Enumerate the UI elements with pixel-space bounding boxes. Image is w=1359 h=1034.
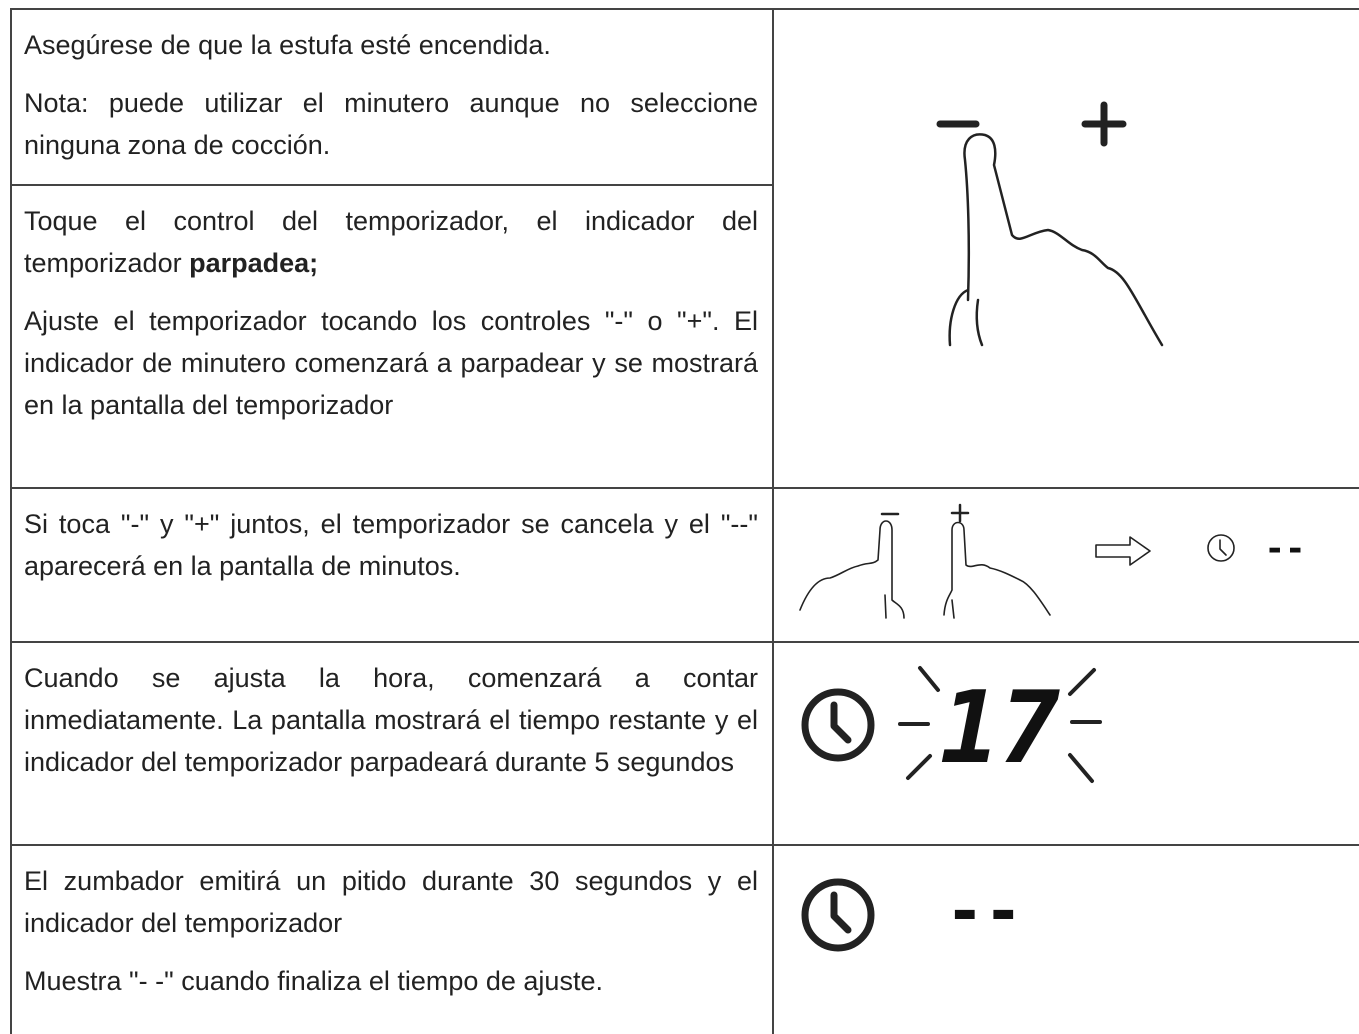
display-text: 17 <box>940 669 1060 786</box>
paragraph: Toque el control del temporizador, el in… <box>24 200 758 284</box>
paragraph: Ajuste el temporizador tocando los contr… <box>24 300 758 426</box>
bold-text: parpadea; <box>189 248 319 278</box>
display-text: -- <box>1265 529 1306 569</box>
border <box>10 487 1359 489</box>
text: Asegúrese de que la estufa esté encendid… <box>24 30 551 60</box>
hands-icon <box>799 503 1235 619</box>
text: El zumbador emitirá un pitido durante 30… <box>24 866 758 938</box>
paragraph: Cuando se ajusta la hora, comenzará a co… <box>24 657 758 783</box>
paragraph: Nota: puede utilizar el minutero aunque … <box>24 82 758 166</box>
text: Si toca "-" y "+" juntos, el temporizado… <box>24 509 758 581</box>
paragraph: Si toca "-" y "+" juntos, el temporizado… <box>24 503 758 587</box>
paragraph: Asegúrese de que la estufa esté encendid… <box>24 24 758 66</box>
hand-icon <box>936 101 1164 347</box>
timer-display <box>801 878 875 952</box>
border <box>10 184 773 186</box>
paragraph: El zumbador emitirá un pitido durante 30… <box>24 860 758 944</box>
text-cell: Cuando se ajusta la hora, comenzará a co… <box>11 657 773 799</box>
border <box>10 641 1359 643</box>
text-cell: Si toca "-" y "+" juntos, el temporizado… <box>11 503 773 603</box>
border <box>10 844 1359 846</box>
paragraph: Muestra "- -" cuando finaliza el tiempo … <box>24 960 758 1002</box>
text: Ajuste el temporizador tocando los contr… <box>24 306 758 420</box>
text: Cuando se ajusta la hora, comenzará a co… <box>24 663 758 777</box>
text-cell: El zumbador emitirá un pitido durante 30… <box>11 860 773 1018</box>
timer-display <box>801 666 1102 783</box>
text-cell: Asegúrese de que la estufa esté encendid… <box>11 24 773 182</box>
text: Muestra "- -" cuando finaliza el tiempo … <box>24 966 603 996</box>
text-cell: Toque el control del temporizador, el in… <box>11 200 773 442</box>
text: Nota: puede utilizar el minutero aunque … <box>24 88 758 160</box>
display-text: -- <box>945 875 1022 949</box>
border <box>10 8 1359 10</box>
border <box>772 8 774 1034</box>
text: Toque el control del temporizador, el in… <box>24 206 758 278</box>
border <box>10 8 12 1034</box>
